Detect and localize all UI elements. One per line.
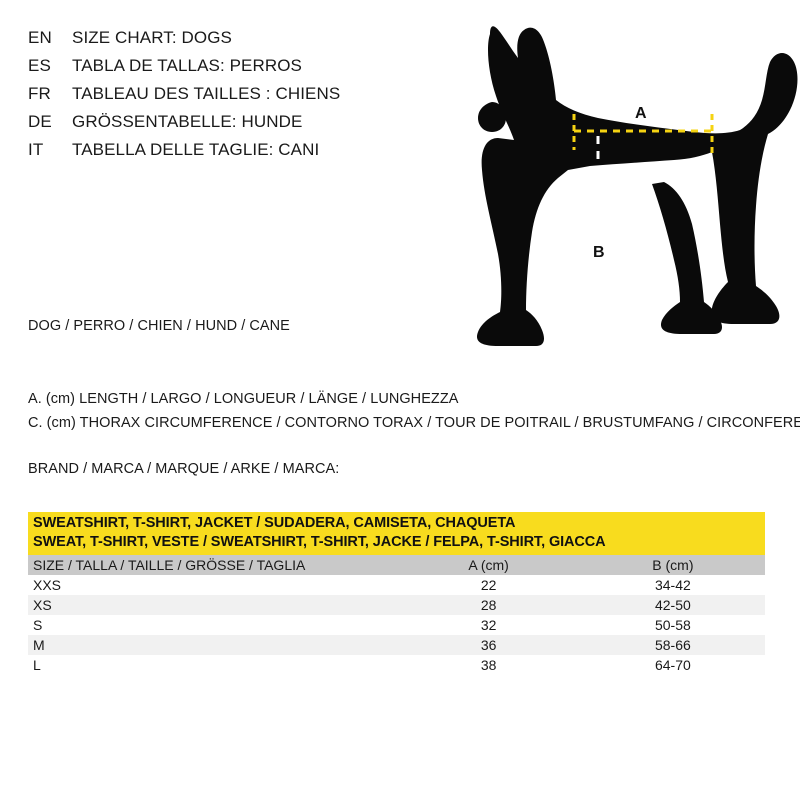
column-header-b: B (cm) bbox=[652, 557, 694, 573]
column-header-a: A (cm) bbox=[468, 557, 509, 573]
table-row: M 36 58-66 bbox=[28, 635, 765, 655]
cell-b: 58-66 bbox=[654, 637, 691, 653]
garment-type-banner: SWEATSHIRT, T-SHIRT, JACKET / SUDADERA, … bbox=[28, 512, 765, 555]
language-code-de: DE bbox=[28, 112, 52, 131]
cell-size: M bbox=[33, 637, 45, 653]
language-row-es: ES TABLA DE TALLAS: PERROS bbox=[28, 56, 458, 84]
cell-a: 28 bbox=[480, 597, 497, 613]
dog-rear-leg-shape bbox=[652, 182, 722, 334]
table-header-row: SIZE / TALLA / TAILLE / GRÖSSE / TAGLIA … bbox=[28, 555, 765, 575]
dog-muzzle-shape bbox=[478, 102, 506, 132]
language-title-it: TABELLA DELLE TAGLIE: CANI bbox=[72, 140, 320, 159]
cell-size: S bbox=[33, 617, 43, 633]
cell-b: 34-42 bbox=[654, 577, 691, 593]
table-row: S 32 50-58 bbox=[28, 615, 765, 635]
cell-b: 42-50 bbox=[654, 597, 691, 613]
animal-type-line: DOG / PERRO / CHIEN / HUND / CANE bbox=[28, 318, 290, 334]
language-title-es: TABLA DE TALLAS: PERROS bbox=[72, 56, 302, 75]
cell-b: 64-70 bbox=[654, 657, 691, 673]
language-row-it: IT TABELLA DELLE TAGLIE: CANI bbox=[28, 140, 458, 168]
brand-label-line: BRAND / MARCA / MARQUE / ARKE / MARCA: bbox=[28, 461, 340, 477]
language-code-en: EN bbox=[28, 28, 52, 47]
measurement-label-a: A bbox=[635, 105, 647, 122]
language-title-en: SIZE CHART: DOGS bbox=[72, 28, 232, 47]
measurement-c-description: C. (cm) THORAX CIRCUMFERENCE / CONTORNO … bbox=[28, 415, 800, 431]
cell-a: 36 bbox=[480, 637, 497, 653]
column-header-size: SIZE / TALLA / TAILLE / GRÖSSE / TAGLIA bbox=[33, 557, 306, 573]
size-measurements-table: SIZE / TALLA / TAILLE / GRÖSSE / TAGLIA … bbox=[28, 555, 765, 675]
cell-a: 22 bbox=[480, 577, 497, 593]
cell-b: 50-58 bbox=[654, 617, 691, 633]
garment-banner-line-1: SWEATSHIRT, T-SHIRT, JACKET / SUDADERA, … bbox=[33, 515, 516, 531]
cell-size: XS bbox=[33, 597, 52, 613]
cell-a: 32 bbox=[480, 617, 497, 633]
size-table-container: SWEATSHIRT, T-SHIRT, JACKET / SUDADERA, … bbox=[28, 512, 765, 675]
table-row: XS 28 42-50 bbox=[28, 595, 765, 615]
cell-size: L bbox=[33, 657, 41, 673]
language-header-list: EN SIZE CHART: DOGS ES TABLA DE TALLAS: … bbox=[28, 28, 458, 168]
language-code-it: IT bbox=[28, 140, 44, 159]
measurement-guide-a bbox=[572, 114, 714, 156]
language-row-en: EN SIZE CHART: DOGS bbox=[28, 28, 458, 56]
cell-size: XXS bbox=[33, 577, 62, 593]
language-code-fr: FR bbox=[28, 84, 51, 103]
language-row-fr: FR TABLEAU DES TAILLES : CHIENS bbox=[28, 84, 458, 112]
dog-body-shape bbox=[476, 26, 798, 346]
language-title-de: GRÖSSENTABELLE: HUNDE bbox=[72, 112, 303, 131]
table-row: XXS 22 34-42 bbox=[28, 575, 765, 595]
language-code-es: ES bbox=[28, 56, 51, 75]
language-title-fr: TABLEAU DES TAILLES : CHIENS bbox=[72, 84, 341, 103]
cell-a: 38 bbox=[480, 657, 497, 673]
measurement-a-description: A. (cm) LENGTH / LARGO / LONGUEUR / LÄNG… bbox=[28, 391, 459, 407]
measurement-label-b: B bbox=[593, 244, 605, 261]
garment-banner-line-2: SWEAT, T-SHIRT, VESTE / SWEATSHIRT, T-SH… bbox=[33, 534, 606, 550]
table-row: L 38 64-70 bbox=[28, 655, 765, 675]
dog-silhouette-illustration bbox=[440, 10, 800, 360]
language-row-de: DE GRÖSSENTABELLE: HUNDE bbox=[28, 112, 458, 140]
